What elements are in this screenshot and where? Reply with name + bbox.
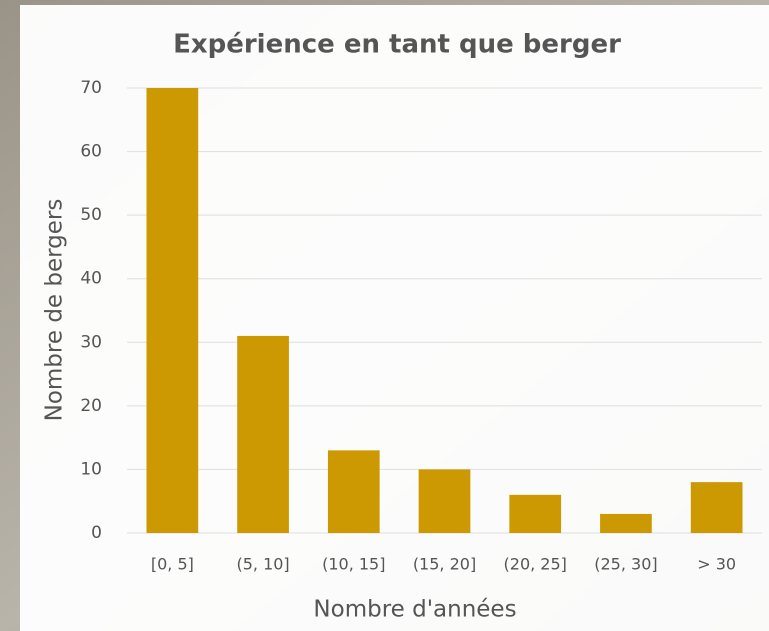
bar [418, 469, 471, 533]
x-tick-label: (5, 10] [236, 555, 289, 574]
bar [237, 335, 289, 533]
bar [690, 482, 743, 533]
x-tick-label: (25, 30] [594, 555, 657, 574]
bar [600, 513, 652, 533]
y-tick-label: 0 [91, 523, 102, 543]
x-tick-label: > 30 [697, 555, 736, 574]
y-tick-label: 70 [80, 78, 102, 98]
y-tick-label: 10 [80, 459, 102, 479]
x-tick-label: [0, 5] [151, 555, 194, 574]
y-tick-label: 40 [80, 269, 102, 289]
x-axis-label: Nombre d'années [313, 597, 516, 623]
panel [20, 5, 769, 631]
y-tick-label: 50 [80, 205, 102, 225]
bar [509, 494, 562, 533]
y-tick-label: 20 [80, 396, 102, 416]
x-tick-label: (20, 25] [504, 555, 567, 574]
y-tick-label: 30 [80, 332, 102, 352]
bar [327, 450, 380, 533]
x-tick-label: (15, 20] [413, 555, 476, 574]
bar [146, 88, 199, 533]
chart-title: Expérience en tant que berger [173, 30, 621, 60]
y-tick-label: 60 [80, 142, 102, 162]
x-tick-label: (10, 15] [322, 555, 385, 574]
y-axis-label: Nombre de bergers [42, 199, 68, 422]
